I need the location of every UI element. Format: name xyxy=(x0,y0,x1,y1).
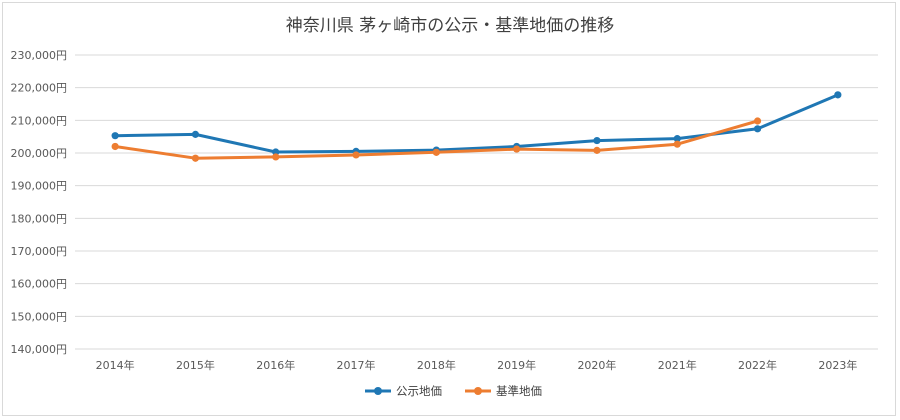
legend-swatch-marker xyxy=(474,387,482,395)
data-point xyxy=(272,153,280,161)
x-tick-label: 2023年 xyxy=(818,358,857,372)
y-tick-label: 150,000円 xyxy=(11,310,68,323)
data-point xyxy=(593,136,601,145)
data-point xyxy=(432,148,440,156)
legend-label: 基準地価 xyxy=(496,384,542,398)
x-tick-label: 2022年 xyxy=(738,358,777,372)
x-tick-label: 2021年 xyxy=(658,358,697,372)
chart-title: 神奈川県 茅ヶ崎市の公示・基準地価の推移 xyxy=(286,16,614,36)
data-point xyxy=(191,130,200,138)
legend: 公示地価 基準地価 xyxy=(365,384,542,398)
y-tick-label: 180,000円 xyxy=(11,212,68,225)
x-tick-label: 2019年 xyxy=(497,358,536,372)
legend-label: 公示地価 xyxy=(396,384,442,398)
data-point xyxy=(673,140,681,148)
x-tick-label: 2017年 xyxy=(337,358,376,372)
data-point xyxy=(111,132,119,140)
y-tick-label: 160,000円 xyxy=(11,278,68,291)
data-point xyxy=(191,154,200,162)
x-tick-label: 2014年 xyxy=(96,358,135,372)
y-tick-label: 190,000円 xyxy=(11,180,68,193)
y-tick-label: 200,000円 xyxy=(11,147,68,160)
data-point xyxy=(753,125,762,133)
y-tick-label: 210,000円 xyxy=(11,114,68,127)
x-tick-label: 2018年 xyxy=(417,358,456,372)
series-layer xyxy=(111,91,842,162)
y-tick-label: 170,000円 xyxy=(11,245,68,258)
x-tick-label: 2015年 xyxy=(176,358,215,372)
y-tick-label: 140,000円 xyxy=(11,343,68,356)
data-point xyxy=(513,145,521,153)
grid-lines xyxy=(75,54,878,350)
x-tick-label: 2020年 xyxy=(577,358,616,372)
data-point xyxy=(673,135,681,143)
y-axis-ticks: 230,000円 220,000円 210,000円 200,000円 190,000円… xyxy=(11,49,68,356)
x-axis-ticks: 2014年 2015年 2016年 2017年 2018年 2019年 2020年 2021年… xyxy=(96,358,858,372)
data-point xyxy=(111,142,119,151)
y-tick-label: 220,000円 xyxy=(11,82,68,95)
data-point xyxy=(352,151,360,159)
data-point xyxy=(593,146,601,154)
data-point xyxy=(753,117,762,125)
x-tick-label: 2016年 xyxy=(256,358,295,372)
legend-swatch-marker xyxy=(374,387,382,395)
y-tick-label: 230,000円 xyxy=(11,49,68,62)
series-line-1 xyxy=(113,93,840,154)
data-point xyxy=(834,91,842,99)
chart-frame xyxy=(2,2,896,416)
